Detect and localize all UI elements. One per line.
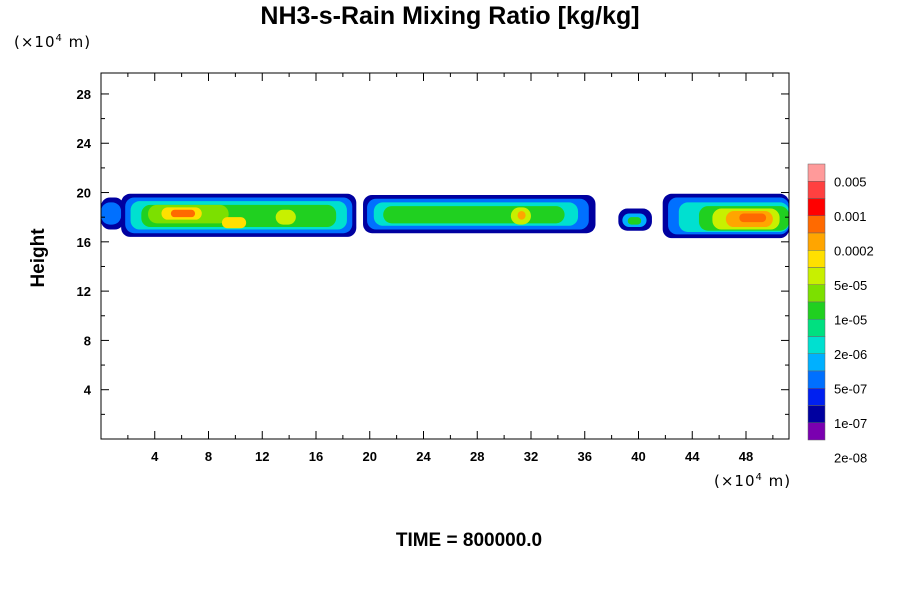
y-axis: 4 8 12 16 20 24 28 <box>77 87 789 415</box>
colorbar-swatch-4 <box>807 232 826 251</box>
x-axis-unit: (×104 m) <box>714 472 792 490</box>
chart-title: NH3-s-Rain Mixing Ratio [kg/kg] <box>260 2 640 30</box>
contour-cell-26 <box>739 213 767 223</box>
contour-cell-14 <box>383 206 565 224</box>
y-tick-label-24: 24 <box>77 136 92 151</box>
y-tick-label-28: 28 <box>77 87 91 102</box>
colorbar-swatch-10 <box>807 336 826 354</box>
y-tick-label-4: 4 <box>84 383 92 398</box>
colorbar-swatch-13 <box>807 388 826 406</box>
x-tick-label-4: 4 <box>151 449 159 464</box>
colorbar-swatch-3 <box>807 215 826 234</box>
colorbar-label-6: 5e-07 <box>834 381 867 396</box>
colorbar-label-7: 1e-07 <box>834 416 867 431</box>
plot-frame <box>100 72 790 440</box>
colorbar-swatch-6 <box>807 267 826 285</box>
x-axis: 4 8 12 16 20 24 28 32 36 40 44 48 <box>127 73 774 464</box>
time-label: TIME = 800000.0 <box>395 530 543 551</box>
colorbar-swatch-15 <box>807 422 826 441</box>
colorbar-swatch-11 <box>807 353 826 372</box>
colorbar-swatch-9 <box>807 319 826 337</box>
colorbar-label-1: 0.001 <box>834 209 867 224</box>
colorbar-swatch-2 <box>807 198 826 216</box>
colorbar-label-2: 0.0002 <box>834 243 874 258</box>
x-tick-label-28: 28 <box>470 449 484 464</box>
colorbar-label-0: 0.005 <box>834 174 867 189</box>
y-tick-label-12: 12 <box>77 284 91 299</box>
x-tick-label-36: 36 <box>578 449 592 464</box>
contour-cell-1 <box>101 202 122 225</box>
colorbar: 0.005 0.001 0.0002 5e-05 1e-05 2e-06 5e-07 1e-0… <box>807 163 874 465</box>
colorbar-swatch-14 <box>807 405 826 423</box>
y-tick-label-8: 8 <box>84 333 91 348</box>
colorbar-swatch-12 <box>807 370 826 389</box>
x-tick-label-16: 16 <box>309 449 323 464</box>
x-tick-label-24: 24 <box>416 449 431 464</box>
colorbar-swatch-1 <box>807 181 826 199</box>
contour-cell-10 <box>275 209 296 225</box>
colorbar-swatch-0 <box>807 163 826 182</box>
x-tick-label-12: 12 <box>255 449 269 464</box>
contour-cell-9 <box>221 217 247 229</box>
colorbar-swatch-8 <box>807 301 826 320</box>
colorbar-label-5: 2e-06 <box>834 347 867 362</box>
x-tick-label-20: 20 <box>363 449 377 464</box>
contour-cell-19 <box>627 217 642 225</box>
colorbar-swatch-5 <box>807 250 826 268</box>
contour-field <box>101 193 789 239</box>
colorbar-label-3: 5e-05 <box>834 278 867 293</box>
contour-cell-8 <box>170 209 196 218</box>
x-tick-label-48: 48 <box>739 449 753 464</box>
contour-cell-16 <box>517 211 526 220</box>
colorbar-swatch-7 <box>807 284 826 303</box>
colorbar-label-4: 1e-05 <box>834 312 867 327</box>
y-tick-label-16: 16 <box>77 235 91 250</box>
x-tick-label-32: 32 <box>524 449 538 464</box>
x-tick-label-40: 40 <box>631 449 645 464</box>
x-tick-label-44: 44 <box>685 449 700 464</box>
y-tick-label-20: 20 <box>77 186 91 201</box>
x-tick-label-8: 8 <box>205 449 212 464</box>
colorbar-label-8: 2e-08 <box>834 450 867 465</box>
y-axis-unit: (×104 m) <box>14 33 92 51</box>
